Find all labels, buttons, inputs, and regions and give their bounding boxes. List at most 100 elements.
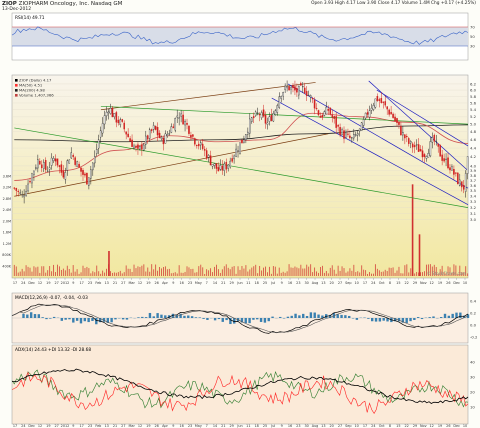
volume-bar [396,270,398,276]
x-tick-label: 10 [463,281,467,285]
volume-bar [312,272,314,276]
candle-body [378,99,381,101]
macd-histogram-bar [179,313,182,318]
candle-body [388,109,390,115]
price-tick-label: 5.6 [470,100,477,105]
candle-body [192,134,194,137]
macd-histogram-bar [52,316,56,318]
volume-bar [237,266,239,276]
x-tick-label: 25 [263,281,267,285]
macd-histogram-bar [382,318,385,321]
x-tick-label: 2012 [61,281,70,285]
macd-histogram-bar [91,318,94,321]
candle-body [174,117,177,131]
x-tick-label: 27 [338,281,342,285]
x-tick-label: 7 [206,424,208,428]
macd-histogram-bar [416,317,420,318]
macd-histogram-bar [198,317,201,318]
x-tick-label: Feb [95,281,101,285]
volume-bar [72,265,74,276]
candle-body [107,111,110,114]
candle-body [437,143,439,147]
candle-body [235,148,237,157]
macd-histogram-bar [252,318,255,320]
volume-bar [157,270,159,276]
x-tick-label: 21 [221,281,225,285]
volume-bar [31,271,33,276]
volume-bar [94,272,96,276]
volume-bar [39,272,41,276]
volume-bar [288,264,290,276]
candle-body [37,159,39,169]
volume-bar [241,266,243,276]
candle-body [178,117,180,119]
macd-histogram [22,312,470,325]
volume-bar [208,270,210,276]
x-axis: 17172424DecDec12121919272720122012991717… [13,278,467,428]
candle-body [249,118,251,134]
x-tick-label: 9 [281,424,283,428]
candle-body [109,108,112,114]
volume-bar [86,266,88,276]
volume-bar [188,267,190,276]
x-tick-label: 9 [72,281,74,285]
volume-bar [461,272,463,276]
candle-body [33,170,35,175]
macd-histogram-bar [240,318,244,323]
candle-body [443,158,445,162]
volume-bar [357,271,359,276]
x-tick-label: 12 [138,281,142,285]
volume-bar [212,272,213,276]
x-tick-label: 27 [121,424,125,428]
candle-body [313,99,316,109]
volume-bar [359,272,361,276]
volume-bar [327,273,329,276]
x-tick-label: 16 [288,281,292,285]
candle-body [245,134,247,141]
macd-histogram-bar [106,318,109,323]
candle-body [360,122,363,131]
candle-body [288,86,290,91]
volume-bar [62,268,64,276]
candle-body [117,119,120,124]
volume-bar [427,264,429,276]
candle-body [31,173,33,184]
macd-histogram-bar [45,318,48,320]
macd-histogram-bar [420,318,424,320]
macd-histogram-bar [60,318,64,321]
macd-histogram-bar [286,316,290,318]
volume-spike-bar [108,251,110,276]
volume-bar [261,270,263,276]
x-tick-label: 27 [55,424,59,428]
x-tick-label: Dec [453,424,460,428]
price-tick-label: 3.2 [470,205,477,210]
candle-body [439,144,441,157]
candle-body [127,133,129,138]
volume-bar [166,269,168,276]
x-tick-label: 18 [255,281,259,285]
x-tick-label: Jul [270,281,275,285]
volume-bar [386,271,388,276]
x-tick-label: 24 [21,424,25,428]
candle-body [213,163,216,166]
candle-body [319,116,322,118]
macd-histogram-bar [309,312,313,318]
candle-body [408,138,410,144]
candle-body [133,145,135,149]
x-tick-label: 11 [246,281,250,285]
macd-histogram-bar [462,315,466,318]
x-tick-label: 11 [246,424,250,428]
candle-body [131,139,133,147]
macd-histogram-bar [371,318,374,322]
legend-entry: ZIOP (Daily) 4.17 [19,78,52,83]
x-tick-label: 10 [355,281,359,285]
x-tick-label: Apr [162,424,168,428]
candle-body [172,126,175,129]
candle-body [262,109,265,117]
volume-tick-label: 1.6M [3,231,11,235]
candle-body [196,144,198,147]
candle-body [337,125,339,127]
x-tick-label: 29 [413,424,417,428]
macd-histogram-bar [340,314,343,318]
candle-body [78,163,80,168]
